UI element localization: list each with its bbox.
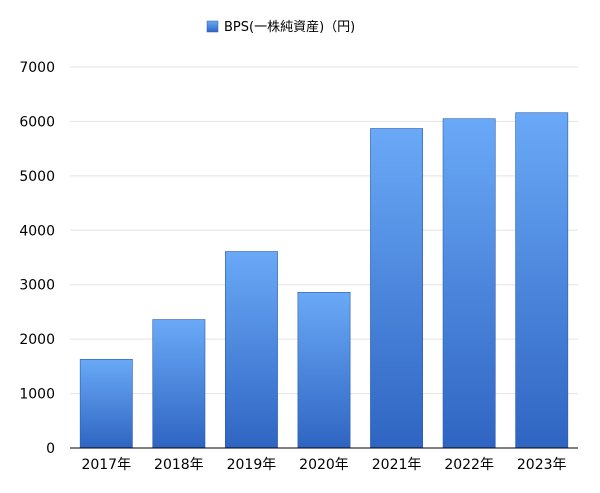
bars [79,112,569,449]
y-tick-label: 2000 [19,332,55,348]
bar-2 [152,319,206,449]
x-tick-label: 2019年 [227,457,277,473]
bar-7 [515,112,569,449]
y-tick-label: 7000 [19,60,55,76]
y-tick-label: 6000 [19,114,55,130]
x-tick-label: 2023年 [517,457,567,473]
y-axis-ticks: 0 1000 2000 3000 4000 5000 6000 7000 [19,60,55,457]
x-tick-label: 2018年 [154,457,204,473]
y-tick-label: 1000 [19,387,55,403]
y-tick-label: 4000 [19,223,55,239]
x-tick-label: 2020年 [299,457,349,473]
legend: BPS(一株純資産)（円) [206,19,355,35]
x-tick-label: 2017年 [81,457,131,473]
x-tick-label: 2021年 [372,457,422,473]
bar-4 [297,292,351,449]
y-tick-label: 3000 [19,278,55,294]
bar-3 [225,251,278,449]
bar-5 [370,128,423,449]
legend-label: BPS(一株純資産)（円) [224,19,355,35]
x-tick-label: 2022年 [444,457,494,473]
bar-6 [442,118,496,449]
bar-1 [79,358,133,449]
y-tick-label: 0 [46,441,55,457]
legend-swatch [206,20,219,33]
y-tick-label: 5000 [19,169,55,185]
x-axis-ticks: 2017年 2018年 2019年 2020年 2021年 2022年 2023年 [81,457,566,473]
